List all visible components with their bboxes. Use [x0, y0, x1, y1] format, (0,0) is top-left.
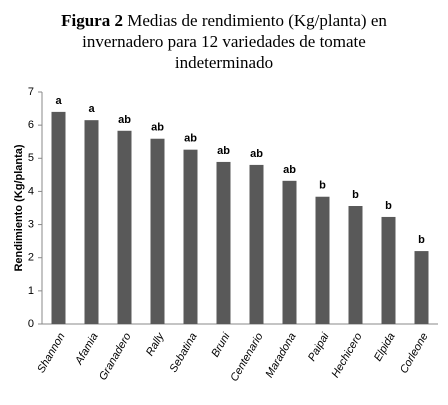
x-tick-label: Shannon: [35, 331, 67, 375]
significance-label: ab: [118, 114, 131, 126]
y-tick-label: 4: [28, 185, 34, 197]
significance-label: ab: [283, 164, 296, 176]
y-tick-label: 5: [28, 152, 34, 164]
significance-label: b: [352, 189, 359, 201]
x-tick-label: Afamia: [73, 331, 101, 368]
x-tick-label: Bruni: [209, 330, 233, 359]
y-tick-label: 3: [28, 218, 34, 230]
x-tick-label: Maradona: [263, 331, 298, 380]
significance-label: b: [385, 200, 392, 212]
significance-label: a: [55, 95, 62, 107]
bar: [315, 196, 330, 324]
bar: [84, 120, 99, 325]
x-tick-label: Sebatina: [168, 331, 200, 375]
figure-label: Figura 2: [61, 11, 123, 30]
bar: [117, 130, 132, 324]
y-tick-label: 6: [28, 119, 34, 131]
bar: [381, 216, 396, 324]
x-tick-label: Centenario: [228, 331, 265, 384]
bar: [414, 251, 429, 324]
x-tick-label: Corleone: [398, 331, 431, 376]
significance-label: a: [88, 103, 95, 115]
x-tick-label: Hechicero: [329, 331, 364, 380]
x-tick-label: Granadero: [97, 331, 134, 383]
significance-label: ab: [217, 145, 230, 157]
significance-label: ab: [151, 122, 164, 134]
significance-label: ab: [184, 133, 197, 145]
significance-label: b: [418, 234, 425, 246]
chart-title: Figura 2 Medias de rendimiento (Kg/plant…: [34, 10, 414, 73]
y-tick-label: 1: [28, 285, 34, 297]
bar: [183, 149, 198, 324]
bar: [51, 111, 66, 324]
x-tick-label: Elpida: [372, 331, 398, 363]
bar: [348, 206, 363, 324]
significance-label: ab: [250, 148, 263, 160]
y-tick-label: 2: [28, 252, 34, 264]
significance-label: b: [319, 180, 326, 192]
x-tick-label: Rally: [144, 330, 167, 358]
y-axis-label: Rendimiento (Kg/planta): [13, 144, 25, 271]
bar: [249, 164, 264, 324]
bar: [282, 180, 297, 324]
x-tick-label: Paipai: [306, 330, 332, 363]
title-text: Medias de rendimiento (Kg/planta) en inv…: [82, 11, 387, 72]
bar: [150, 138, 165, 324]
y-tick-label: 0: [28, 318, 34, 330]
bar: [216, 161, 231, 324]
y-tick-label: 7: [28, 86, 34, 98]
